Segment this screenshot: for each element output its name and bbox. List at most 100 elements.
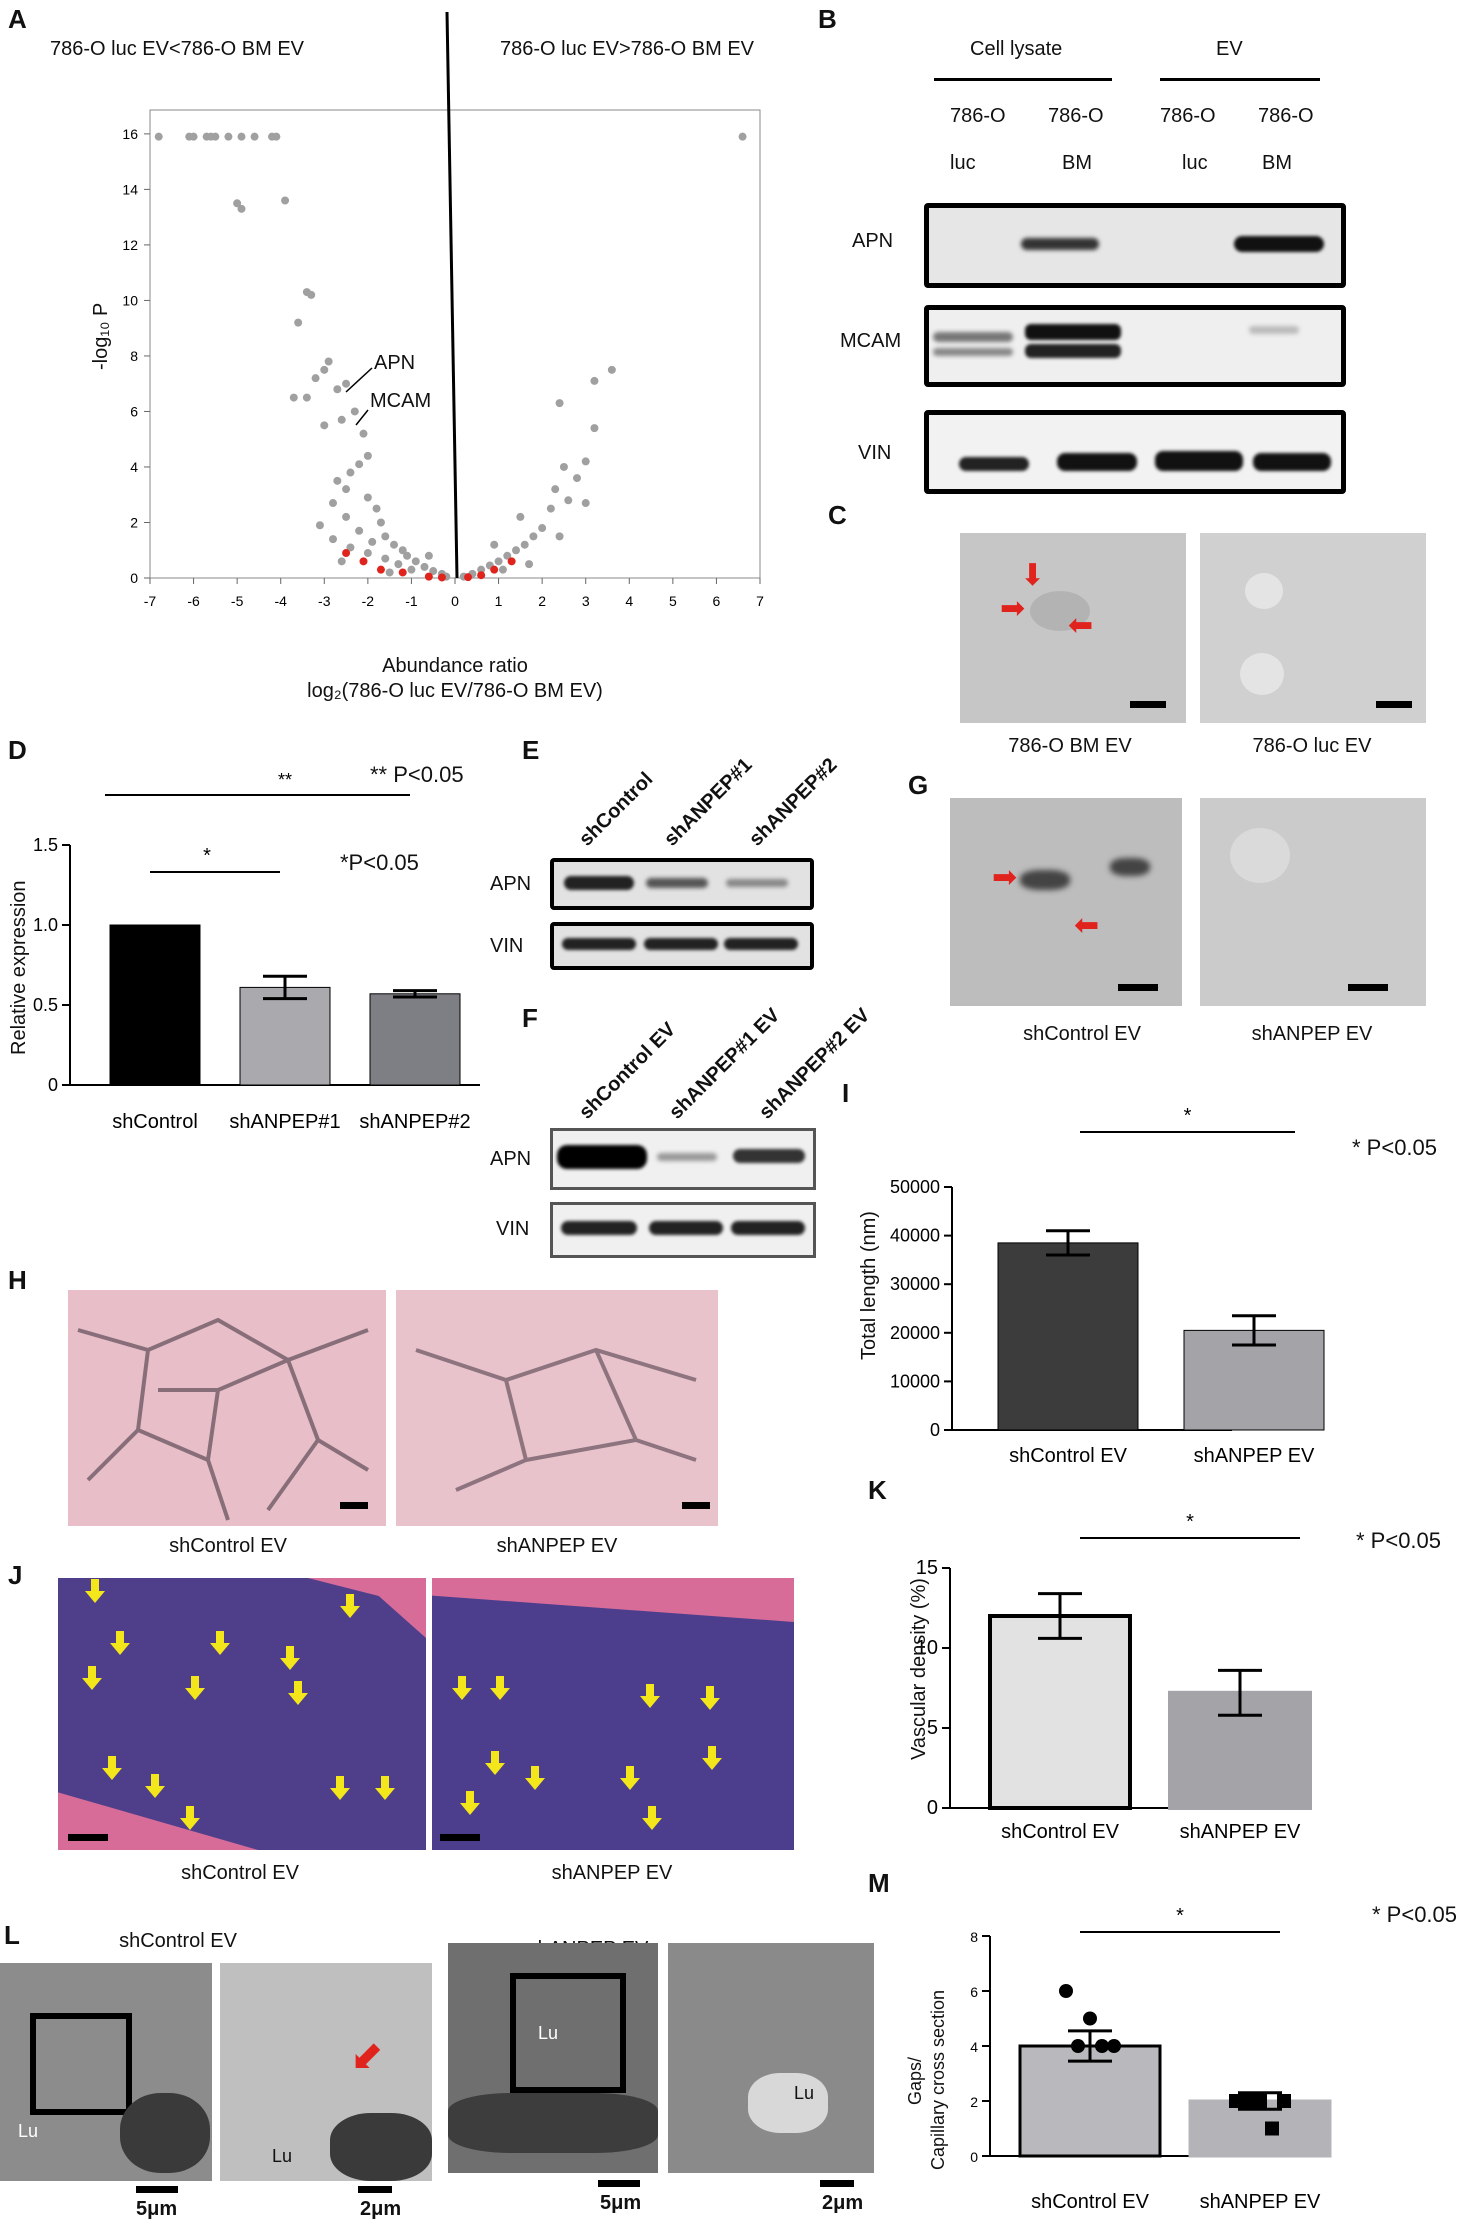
scatter-point-red (398, 568, 407, 577)
y-tick-label: 1.5 (33, 835, 58, 855)
y-tick-label: 40000 (890, 1226, 940, 1246)
red-arrow-icon: ⬋ (350, 2034, 384, 2078)
bar (1183, 1329, 1325, 1431)
scatter-point (368, 537, 377, 546)
yellow-arrow-icon (375, 1776, 395, 1800)
em-image-shanpep-high: Lu (668, 1943, 874, 2173)
panel-c-caption-2: 786-O luc EV (1252, 735, 1372, 757)
volcano-xlabel: Abundance ratio (382, 655, 528, 677)
panel-d-note-2: *P<0.05 (340, 850, 419, 875)
scale-bar-1 (136, 2186, 178, 2193)
scale-label-4: 2μm (822, 2192, 864, 2214)
center-line (445, 11, 459, 579)
scatter-point (342, 485, 351, 494)
yellow-arrow-icon (288, 1681, 308, 1705)
scatter-point (525, 560, 534, 569)
y-tick-label: 20000 (890, 1323, 940, 1343)
y-tick-label: 4 (130, 459, 138, 475)
lane-4-bottom: BM (1262, 152, 1292, 174)
tube-formation-shcontrol (68, 1290, 386, 1526)
lane-1-bottom: luc (950, 152, 976, 174)
panel-label-e: E (522, 735, 540, 765)
scatter-point (311, 374, 320, 383)
y-tick-label: 5 (927, 1717, 938, 1739)
scatter-point-red (507, 557, 516, 566)
significance-marker-1: ** (278, 770, 292, 790)
em-image-shcontrol-low: Lu (0, 1963, 212, 2181)
scale-label-2: 2μm (360, 2198, 402, 2220)
lane-4-top: 786-O (1258, 105, 1314, 127)
yellow-arrow-icon (210, 1631, 230, 1655)
y-tick-label: 14 (122, 181, 138, 197)
x-tick-label: -2 (362, 593, 375, 609)
scatter-point (337, 415, 346, 424)
blot-e-apn (550, 858, 814, 910)
panel-m-note: * P<0.05 (1372, 1902, 1458, 1927)
scatter-point (590, 424, 599, 433)
vascular-density-chart: 0 5 10 15 shControl EV shANPEP EV * (916, 1511, 1312, 1843)
yellow-arrow-icon (330, 1776, 350, 1800)
lumen-label: Lu (538, 2023, 559, 2043)
scatter-point (350, 407, 359, 416)
scatter-point (559, 462, 568, 471)
ev-header: EV (1216, 38, 1243, 60)
x-tick-label: 1 (495, 593, 503, 609)
scatter-point (555, 399, 564, 408)
panel-j-caption-1: shControl EV (181, 1862, 299, 1884)
yellow-arrow-icon (110, 1631, 130, 1655)
panel-g-caption-2: shANPEP EV (1251, 1023, 1373, 1045)
panel-label-g: G (908, 770, 929, 800)
scatter-point (512, 546, 520, 555)
panel-g-caption-1: shControl EV (1023, 1023, 1141, 1045)
mcam-leader (355, 409, 369, 426)
bar (369, 993, 461, 1086)
scatter-point (503, 551, 512, 560)
yellow-arrow-icon (340, 1594, 360, 1618)
scatter-point (381, 532, 390, 541)
significance-marker: * (1186, 1511, 1194, 1533)
yellow-arrow-icon (642, 1806, 662, 1830)
scatter-point-red (376, 565, 385, 574)
scatter-point (394, 560, 403, 569)
scatter-point-red (490, 565, 499, 574)
scatter-point (363, 493, 372, 502)
red-arrow-icon: ⬅ (1068, 609, 1094, 642)
scatter-point (372, 504, 381, 513)
significance-marker-2: * (203, 845, 211, 867)
scatter-point (546, 504, 555, 513)
red-arrow-icon: ⬅ (1074, 909, 1100, 942)
scatter-point (289, 393, 298, 402)
yellow-arrow-icon (82, 1666, 102, 1690)
panel-l-title-1: shControl EV (119, 1930, 237, 1952)
scatter-point (250, 132, 259, 141)
yellow-arrow-icon (490, 1676, 510, 1700)
scatter-point (494, 557, 503, 566)
x-tick-label: 7 (756, 593, 764, 609)
data-point (1253, 2094, 1267, 2108)
panel-j-caption-2: shANPEP EV (551, 1862, 673, 1884)
x-tick-label: -7 (144, 593, 157, 609)
scatter-point (516, 512, 525, 521)
x-category-label: shANPEP#2 (359, 1111, 470, 1133)
mcam-annotation: MCAM (370, 390, 432, 412)
panel-i-note: * P<0.05 (1352, 1135, 1438, 1160)
scale-bar-2 (358, 2186, 392, 2193)
blot-e-vin (550, 922, 814, 970)
yellow-arrow-icon (180, 1806, 200, 1830)
lane-3-bottom: luc (1182, 152, 1208, 174)
scatter-point (573, 474, 581, 483)
yellow-arrow-icon (640, 1684, 660, 1708)
panel-e-row-apn: APN (490, 873, 532, 895)
yellow-arrow-icon (702, 1746, 722, 1770)
x-tick-label: 3 (582, 593, 590, 609)
scatter-point (390, 540, 398, 549)
data-point (1083, 2011, 1097, 2026)
scatter-point (581, 499, 590, 508)
scatter-point (342, 379, 351, 388)
scatter-point (324, 357, 333, 366)
lumen-label: Lu (18, 2121, 39, 2141)
scatter-point (329, 499, 337, 508)
yellow-arrow-icon (145, 1774, 165, 1798)
